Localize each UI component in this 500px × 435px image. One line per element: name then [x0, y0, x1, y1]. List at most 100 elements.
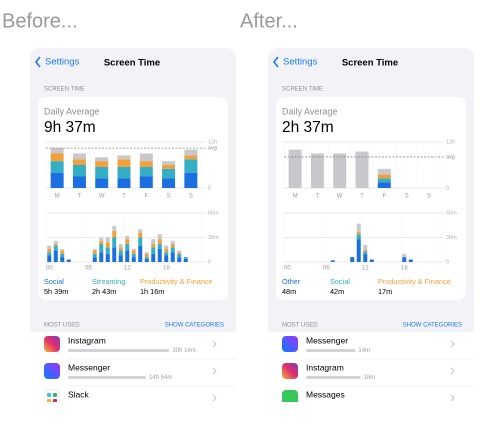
bar-segment [184, 159, 198, 173]
bar-segment [157, 244, 162, 249]
app-time: 14m [358, 348, 370, 354]
app-name[interactable]: Slack [68, 389, 90, 399]
bar-segment [53, 244, 58, 246]
bar-segment [333, 153, 347, 188]
legend-value: 48m [282, 287, 296, 296]
most-used-label: MOST USED [282, 323, 318, 329]
slack-mark [47, 393, 51, 397]
section-label: SCREEN TIME [282, 87, 323, 93]
back-button[interactable]: Settings [283, 57, 318, 68]
y-tick-label: 30m [208, 235, 219, 241]
bar-segment [118, 244, 123, 248]
bar-segment [350, 257, 355, 262]
nav-title: Screen Time [342, 58, 398, 69]
most-used-label: MOST USED [44, 323, 80, 329]
row-chevron[interactable] [450, 340, 455, 348]
bar-segment [112, 230, 117, 238]
bar-segment [170, 244, 175, 248]
bar-segment [50, 161, 64, 173]
bar-segment [402, 253, 407, 258]
x-tick-label: S [189, 194, 193, 200]
y-tick-label: 0 [446, 185, 449, 191]
heading: Before... [2, 10, 78, 32]
x-tick-label: 06 [323, 266, 330, 272]
y-tick-label: 0 [208, 185, 211, 191]
bar-segment [157, 248, 162, 262]
bar-segment [53, 250, 58, 262]
bar-segment [151, 239, 156, 245]
summary-label: Daily Average [44, 106, 99, 116]
avg-label: avg [208, 146, 217, 152]
bar-segment [60, 248, 65, 251]
app-icon [44, 336, 60, 352]
app-name[interactable]: Instagram [306, 362, 344, 372]
bar-segment [151, 253, 156, 262]
bar-segment [118, 255, 123, 262]
bar-segment [184, 149, 198, 156]
bar-segment [144, 257, 149, 259]
row-chevron[interactable] [450, 394, 455, 402]
bar-segment [162, 165, 176, 169]
x-tick-label: 18 [401, 266, 408, 272]
y-tick-label: 60m [446, 210, 457, 216]
show-categories[interactable]: SHOW CATEGORIES [403, 323, 462, 329]
bar-segment [164, 252, 169, 256]
bar-segment [117, 166, 131, 179]
bar-segment [151, 244, 156, 248]
bar-segment [183, 258, 188, 262]
section-label: SCREEN TIME [44, 87, 85, 93]
app-name[interactable]: Messages [306, 389, 345, 399]
bar-segment [99, 252, 104, 262]
bar-segment [377, 178, 391, 183]
bar-segment [95, 161, 109, 167]
legend-name: Social [330, 277, 350, 286]
bar-segment [157, 239, 162, 245]
summary-label: Daily Average [282, 106, 337, 116]
bar-segment [157, 234, 162, 240]
bar-segment [369, 259, 374, 262]
bar-segment [164, 255, 169, 262]
bar-segment [138, 237, 143, 246]
bar-segment [105, 253, 110, 262]
back-chevron[interactable] [34, 56, 41, 68]
app-name[interactable]: Messenger [68, 362, 110, 372]
legend-value: 42m [330, 287, 344, 296]
bar-segment [53, 245, 58, 251]
slack-mark [47, 399, 51, 402]
bar-segment [60, 250, 65, 254]
bar-segment [72, 153, 86, 160]
summary-value: 9h 37m [44, 119, 96, 136]
usage-bar [306, 349, 356, 352]
bar-segment [105, 237, 110, 243]
x-tick-label: 00 [284, 266, 291, 272]
slack-mark [53, 393, 57, 397]
bar-segment [112, 237, 117, 248]
back-button[interactable]: Settings [45, 57, 80, 68]
back-chevron[interactable] [272, 56, 279, 68]
app-name[interactable]: Instagram [68, 335, 106, 345]
usage-bar [68, 349, 170, 352]
y-tick-label: 30m [446, 235, 457, 241]
app-name[interactable]: Messenger [306, 335, 348, 345]
bar-segment [177, 257, 182, 262]
bar-segment [95, 157, 109, 162]
bar-segment [105, 242, 110, 248]
usage-bar [306, 376, 361, 379]
bar-segment [131, 253, 136, 258]
bar-segment [92, 250, 97, 254]
row-chevron[interactable] [212, 367, 217, 375]
legend-value: 1h 16m [140, 287, 164, 296]
bar-segment [170, 252, 175, 262]
row-chevron[interactable] [450, 367, 455, 375]
slack-mark [53, 399, 57, 402]
bar-segment [47, 245, 52, 249]
bar-segment [53, 240, 58, 245]
row-chevron[interactable] [212, 394, 217, 402]
x-tick-label: F [382, 194, 386, 200]
app-time: 18m [364, 375, 376, 381]
show-categories[interactable]: SHOW CATEGORIES [165, 323, 224, 329]
bar-segment [92, 253, 97, 258]
row-chevron[interactable] [212, 340, 217, 348]
y-tick-label: 60m [208, 210, 219, 216]
